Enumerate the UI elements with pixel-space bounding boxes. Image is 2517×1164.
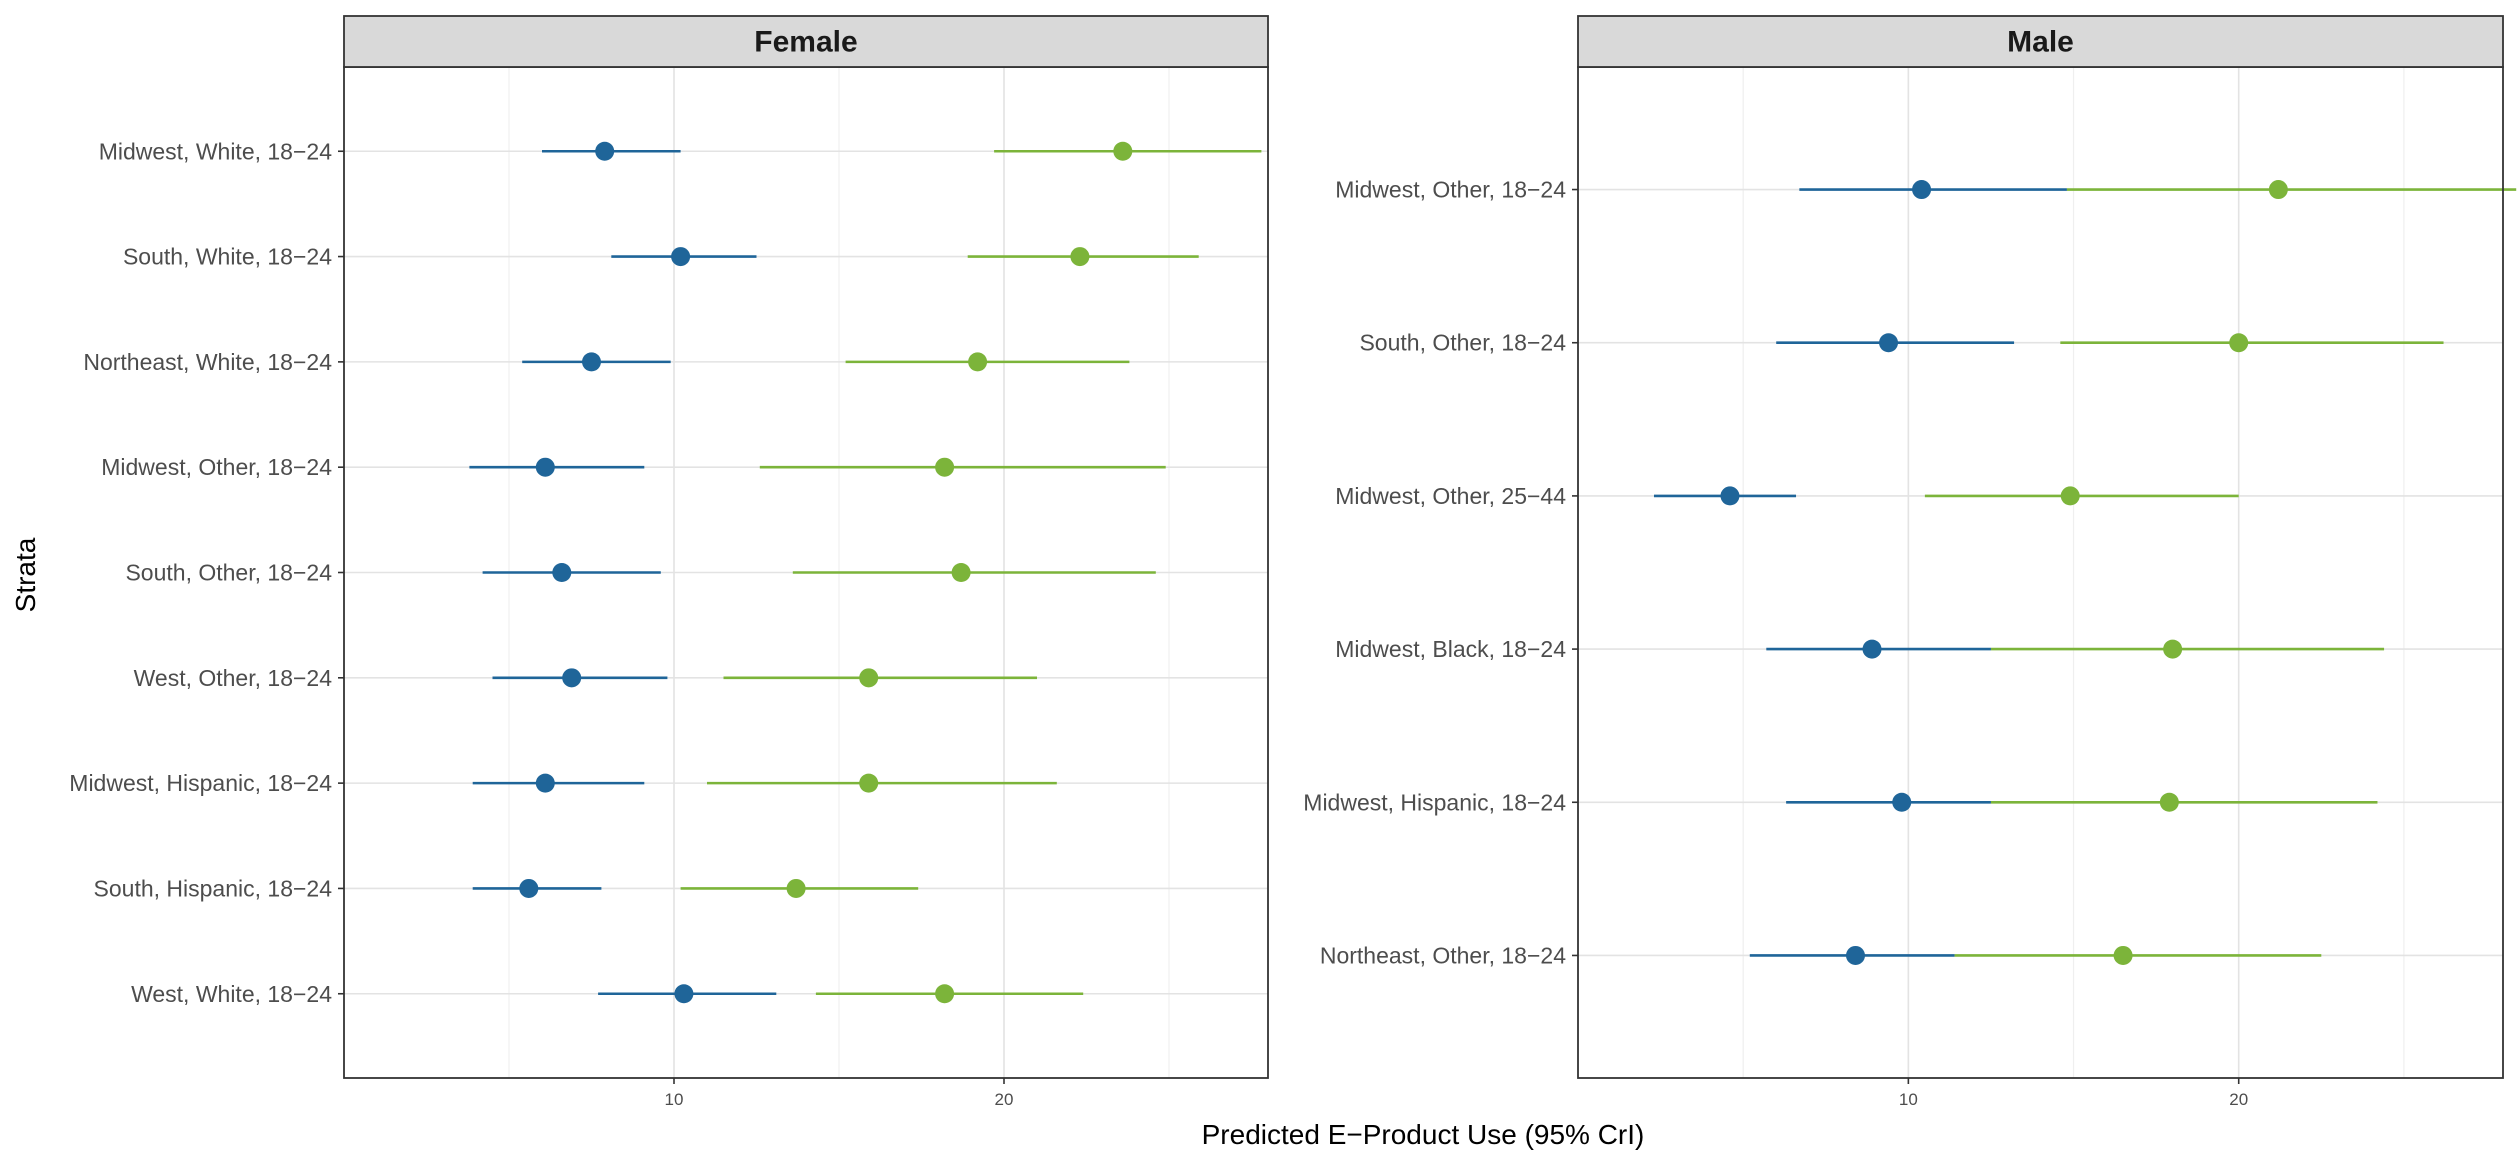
point-estimate	[935, 984, 955, 1004]
y-tick-label: Midwest, Hispanic, 18−24	[1303, 789, 1566, 815]
point-estimate	[2159, 792, 2179, 812]
point-estimate	[786, 878, 806, 898]
point-estimate	[2163, 639, 2183, 659]
point-estimate	[1879, 333, 1899, 353]
y-tick-label: South, Hispanic, 18−24	[94, 875, 333, 901]
x-tick-label: 20	[995, 1090, 1014, 1109]
y-tick-label: West, Other, 18−24	[134, 665, 333, 691]
facet-panel-female: Female Midwest, White, 18−24 South, White,…	[69, 15, 1269, 1109]
point-estimate	[1846, 945, 1865, 965]
point-estimate	[2113, 945, 2133, 965]
point-estimate	[968, 352, 988, 372]
y-tick-labels: Midwest, White, 18−24 South, White, 18−24…	[69, 138, 344, 1007]
y-tick-label: Midwest, White, 18−24	[99, 138, 333, 164]
y-tick-label: Midwest, Black, 18−24	[1335, 636, 1566, 662]
point-estimate	[1892, 792, 1912, 812]
facet-strip	[343, 15, 1269, 68]
point-estimate	[1070, 247, 1090, 267]
point-estimate	[935, 457, 955, 477]
point-estimate	[1912, 180, 1932, 200]
x-tick-labels: 10 20	[1899, 1078, 2248, 1109]
point-estimate	[671, 247, 691, 267]
interval-marks	[1653, 180, 2517, 965]
y-tick-label: Midwest, Other, 25−44	[1335, 483, 1566, 509]
point-estimate	[951, 563, 971, 582]
y-tick-label: South, Other, 18−24	[1359, 330, 1566, 356]
point-estimate	[2268, 180, 2288, 200]
facet-panel-male: Male Midwest, Other, 18−24 South, Other, 1…	[1303, 15, 2517, 1109]
y-tick-label: Northeast, Other, 18−24	[1320, 942, 1566, 968]
y-tick-label: Northeast, White, 18−24	[83, 349, 332, 375]
x-tick-label: 20	[2229, 1090, 2248, 1109]
y-tick-label: Midwest, Other, 18−24	[101, 454, 332, 480]
facet-strip-label: Female	[754, 26, 857, 59]
facet-strip	[1577, 15, 2504, 68]
y-tick-label: Midwest, Other, 18−24	[1335, 177, 1566, 203]
y-tick-label: South, White, 18−24	[123, 244, 332, 270]
point-estimate	[2229, 333, 2249, 353]
point-estimate	[674, 984, 694, 1004]
point-estimate	[595, 141, 615, 161]
point-estimate	[2060, 486, 2080, 506]
facet-panels: Female Midwest, White, 18−24 South, White,…	[69, 15, 2517, 1109]
y-tick-labels: Midwest, Other, 18−24 South, Other, 18−24…	[1303, 177, 1578, 968]
point-estimate	[535, 457, 555, 477]
point-estimate	[562, 668, 582, 688]
point-estimate	[1862, 639, 1882, 659]
x-tick-label: 10	[665, 1090, 684, 1109]
x-tick-labels: 10 20	[665, 1078, 1014, 1109]
x-axis-title: Predicted E−Product Use (95% CrI)	[1202, 1119, 1645, 1150]
point-estimate	[1720, 486, 1740, 506]
interval-marks	[469, 141, 1262, 1004]
panel-background	[1578, 67, 2503, 1078]
y-tick-label: West, White, 18−24	[131, 981, 332, 1007]
facet-strip-label: Male	[2007, 26, 2074, 59]
point-estimate	[519, 878, 539, 898]
y-tick-label: Midwest, Hispanic, 18−24	[69, 770, 332, 796]
y-axis-title: Strata	[10, 537, 41, 612]
x-tick-label: 10	[1899, 1090, 1918, 1109]
point-estimate	[535, 773, 555, 793]
point-estimate	[859, 668, 879, 688]
point-estimate	[1113, 141, 1133, 161]
point-estimate	[582, 352, 601, 372]
point-estimate	[552, 563, 572, 582]
y-tick-label: South, Other, 18−24	[125, 560, 332, 586]
point-estimate	[859, 773, 879, 793]
